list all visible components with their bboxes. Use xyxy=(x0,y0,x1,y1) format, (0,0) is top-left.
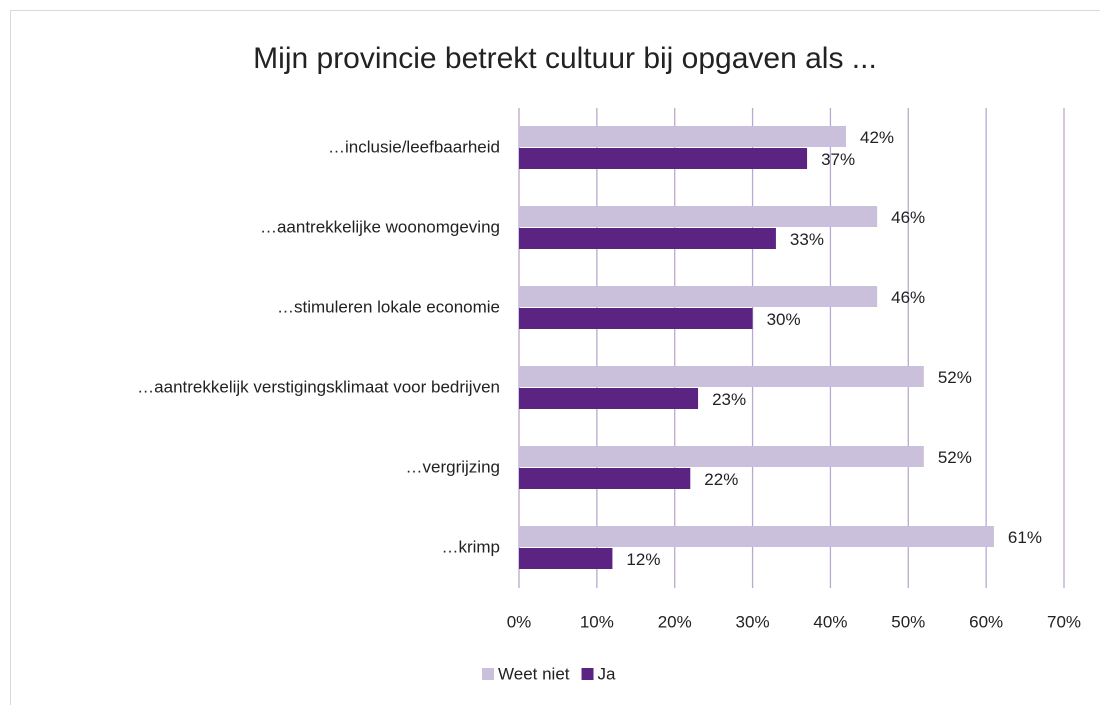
bar xyxy=(519,228,776,249)
bar xyxy=(519,286,878,307)
bar xyxy=(519,548,613,569)
x-tick-label: 10% xyxy=(580,612,614,631)
category-label: …krimp xyxy=(441,537,500,556)
bar xyxy=(519,526,994,547)
category-label: …aantrekkelijk verstigingsklimaat voor b… xyxy=(137,377,500,396)
x-tick-label: 60% xyxy=(969,612,1003,631)
value-label: 23% xyxy=(712,390,746,409)
value-label: 30% xyxy=(767,310,801,329)
legend-swatch xyxy=(581,668,594,680)
chart-border xyxy=(10,10,1100,705)
value-label: 61% xyxy=(1008,528,1042,547)
x-tick-label: 70% xyxy=(1047,612,1081,631)
value-label: 22% xyxy=(704,470,738,489)
category-label: …stimuleren lokale economie xyxy=(277,297,500,316)
x-tick-label: 0% xyxy=(507,612,532,631)
bar xyxy=(519,468,691,489)
value-label: 37% xyxy=(821,150,855,169)
chart-title: Mijn provincie betrekt cultuur bij opgav… xyxy=(253,42,877,75)
bar xyxy=(519,126,846,147)
bar xyxy=(519,446,924,467)
x-tick-label: 40% xyxy=(813,612,847,631)
x-tick-label: 20% xyxy=(658,612,692,631)
value-label: 52% xyxy=(938,368,972,387)
bar xyxy=(519,308,753,329)
legend-swatch xyxy=(482,668,494,680)
category-label: …aantrekkelijke woonomgeving xyxy=(260,217,500,236)
x-tick-label: 30% xyxy=(736,612,770,631)
value-label: 46% xyxy=(891,288,925,307)
value-label: 12% xyxy=(626,550,660,569)
value-label: 52% xyxy=(938,448,972,467)
bar xyxy=(519,148,808,169)
x-tick-label: 50% xyxy=(891,612,925,631)
legend-label: Weet niet xyxy=(498,664,570,683)
bar xyxy=(519,366,924,387)
bar xyxy=(519,206,878,227)
value-label: 33% xyxy=(790,230,824,249)
category-label: …inclusie/leefbaarheid xyxy=(328,137,500,156)
value-label: 42% xyxy=(860,128,894,147)
bar xyxy=(519,388,699,409)
value-label: 46% xyxy=(891,208,925,227)
legend-label: Ja xyxy=(598,664,617,683)
category-label: …vergrijzing xyxy=(406,457,500,476)
